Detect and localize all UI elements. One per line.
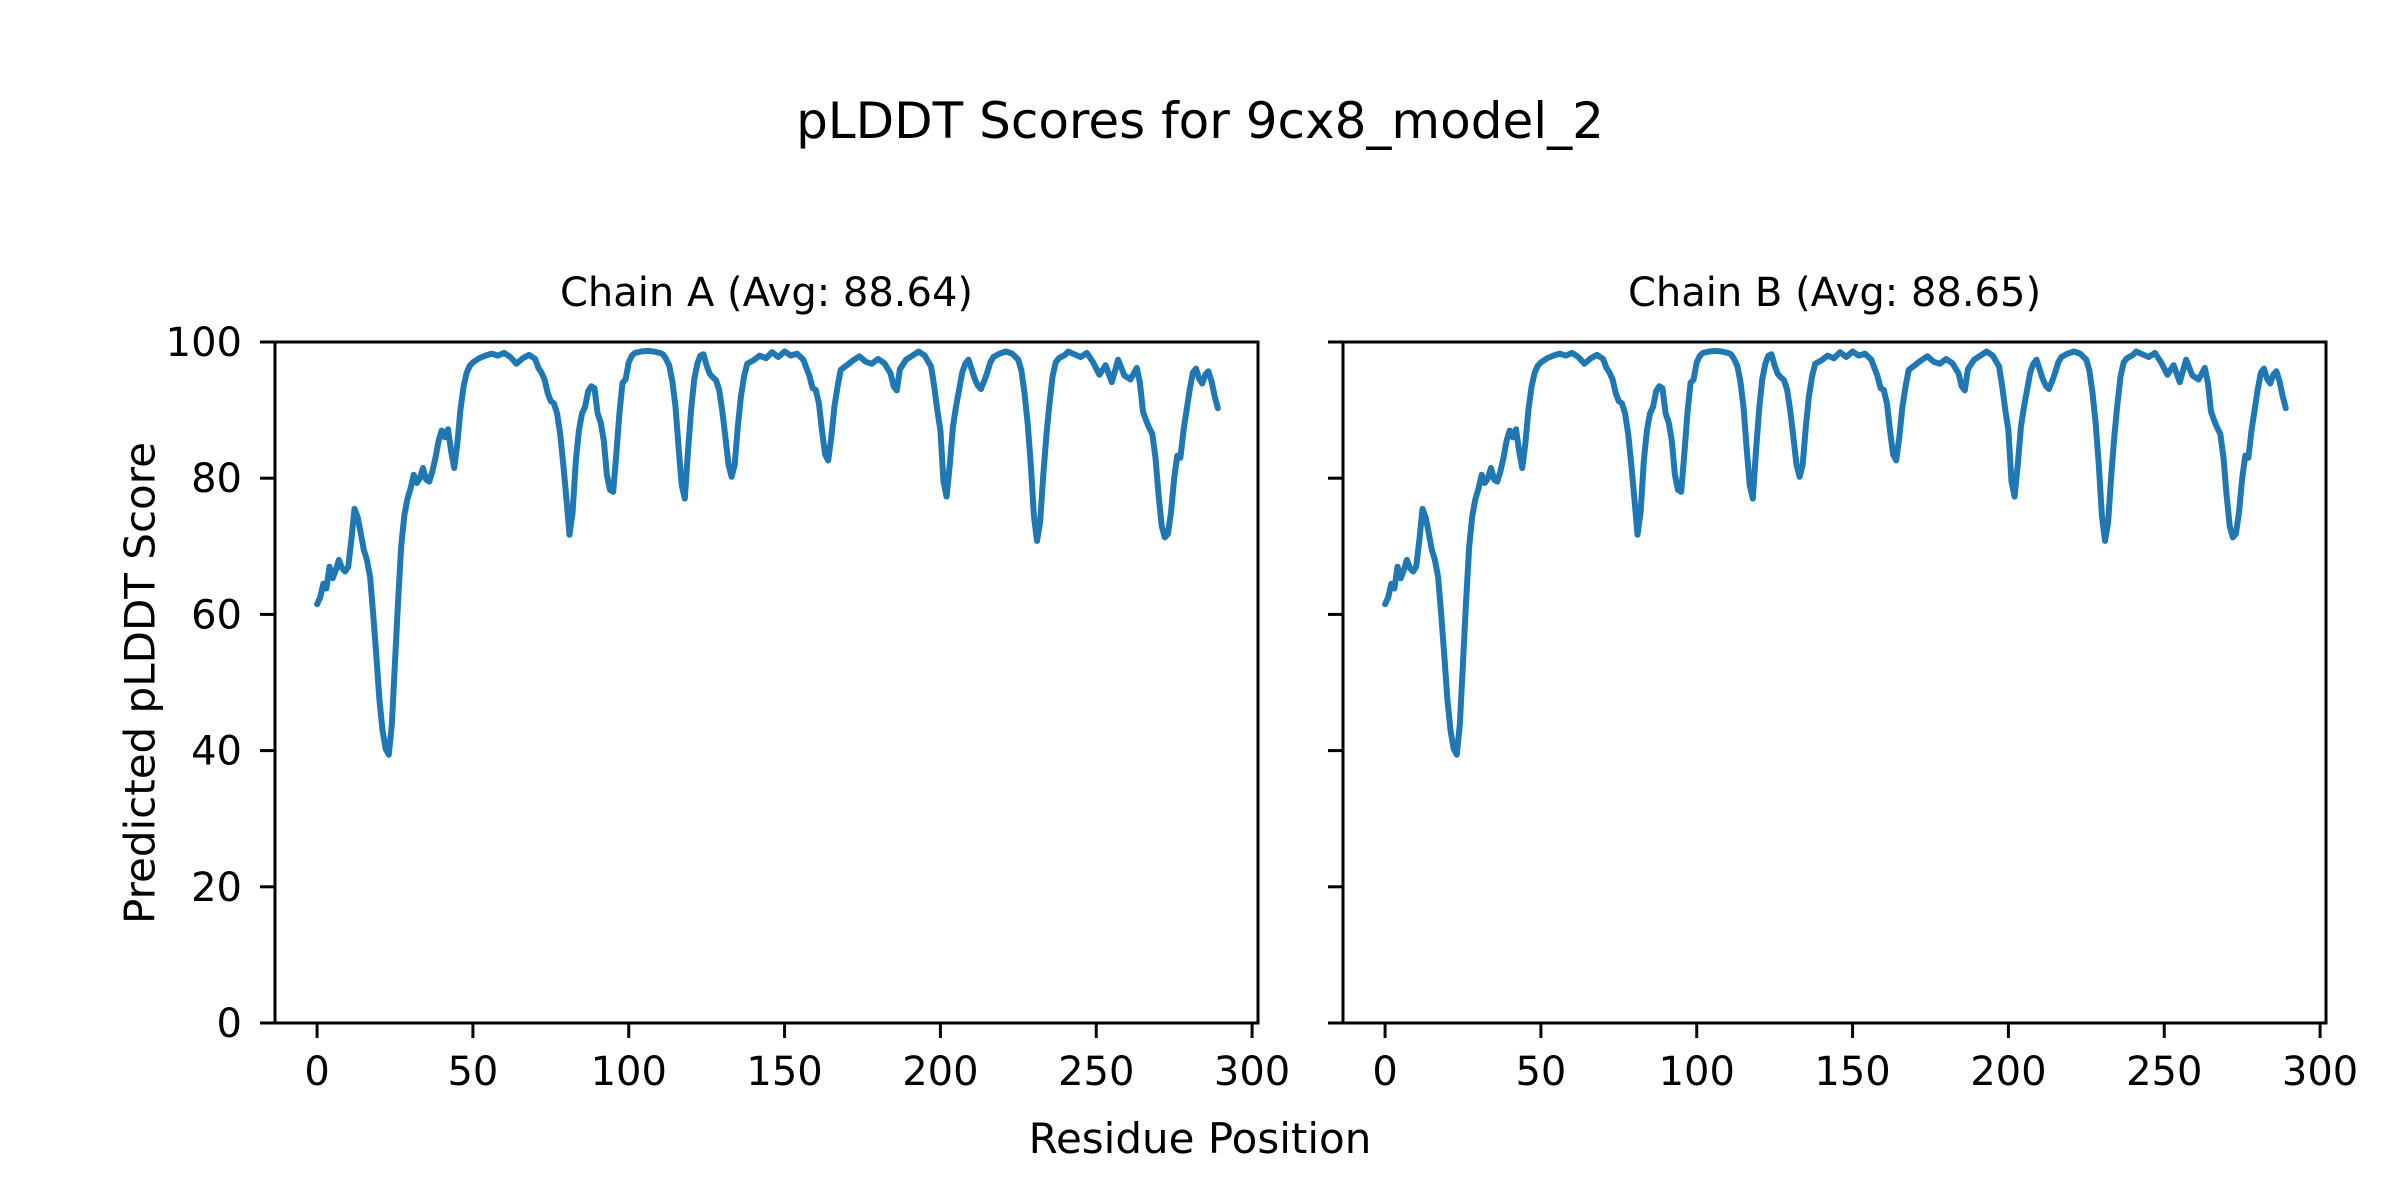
y-tick-label: 0 <box>217 1001 242 1047</box>
axes-frame <box>1341 340 2328 1025</box>
x-tick-label: 300 <box>2282 1049 2358 1095</box>
y-tick-label: 40 <box>191 729 242 775</box>
x-tick-label: 0 <box>304 1049 329 1095</box>
x-tick-label: 0 <box>1372 1049 1397 1095</box>
plddt-line <box>314 347 1221 758</box>
y-tick-label: 20 <box>191 865 242 911</box>
x-tick-label: 100 <box>591 1049 667 1095</box>
x-tick-label: 250 <box>1058 1049 1134 1095</box>
y-tick-label: 80 <box>191 456 242 502</box>
x-tick-label: 300 <box>1214 1049 1290 1095</box>
x-tick-label: 150 <box>746 1049 822 1095</box>
chain-b-plot: 0 50 100 150 200 250 300 <box>1328 340 2358 1095</box>
x-tick-label: 150 <box>1814 1049 1890 1095</box>
y-tick-label: 60 <box>191 592 242 638</box>
x-tick-label: 50 <box>1515 1049 1566 1095</box>
x-tick-label: 50 <box>447 1049 498 1095</box>
chain-a-plot: 0 50 100 150 200 250 300 0 20 40 60 80 100 <box>166 320 1291 1095</box>
x-tick-label: 200 <box>1970 1049 2046 1095</box>
x-axis-label: Residue Position <box>1028 1114 1372 1163</box>
x-tick-label: 250 <box>2126 1049 2202 1095</box>
figure-title: pLDDT Scores for 9cx8_model_2 <box>796 92 1604 150</box>
x-tick-label: 100 <box>1659 1049 1735 1095</box>
y-tick-label: 100 <box>166 320 242 366</box>
chain-b-subplot-title: Chain B (Avg: 88.65) <box>1627 270 2042 316</box>
chain-a-subplot-title: Chain A (Avg: 88.64) <box>559 270 974 316</box>
x-tick-label: 200 <box>902 1049 978 1095</box>
axes-frame <box>273 340 1260 1025</box>
plddt-line <box>1382 347 2289 758</box>
